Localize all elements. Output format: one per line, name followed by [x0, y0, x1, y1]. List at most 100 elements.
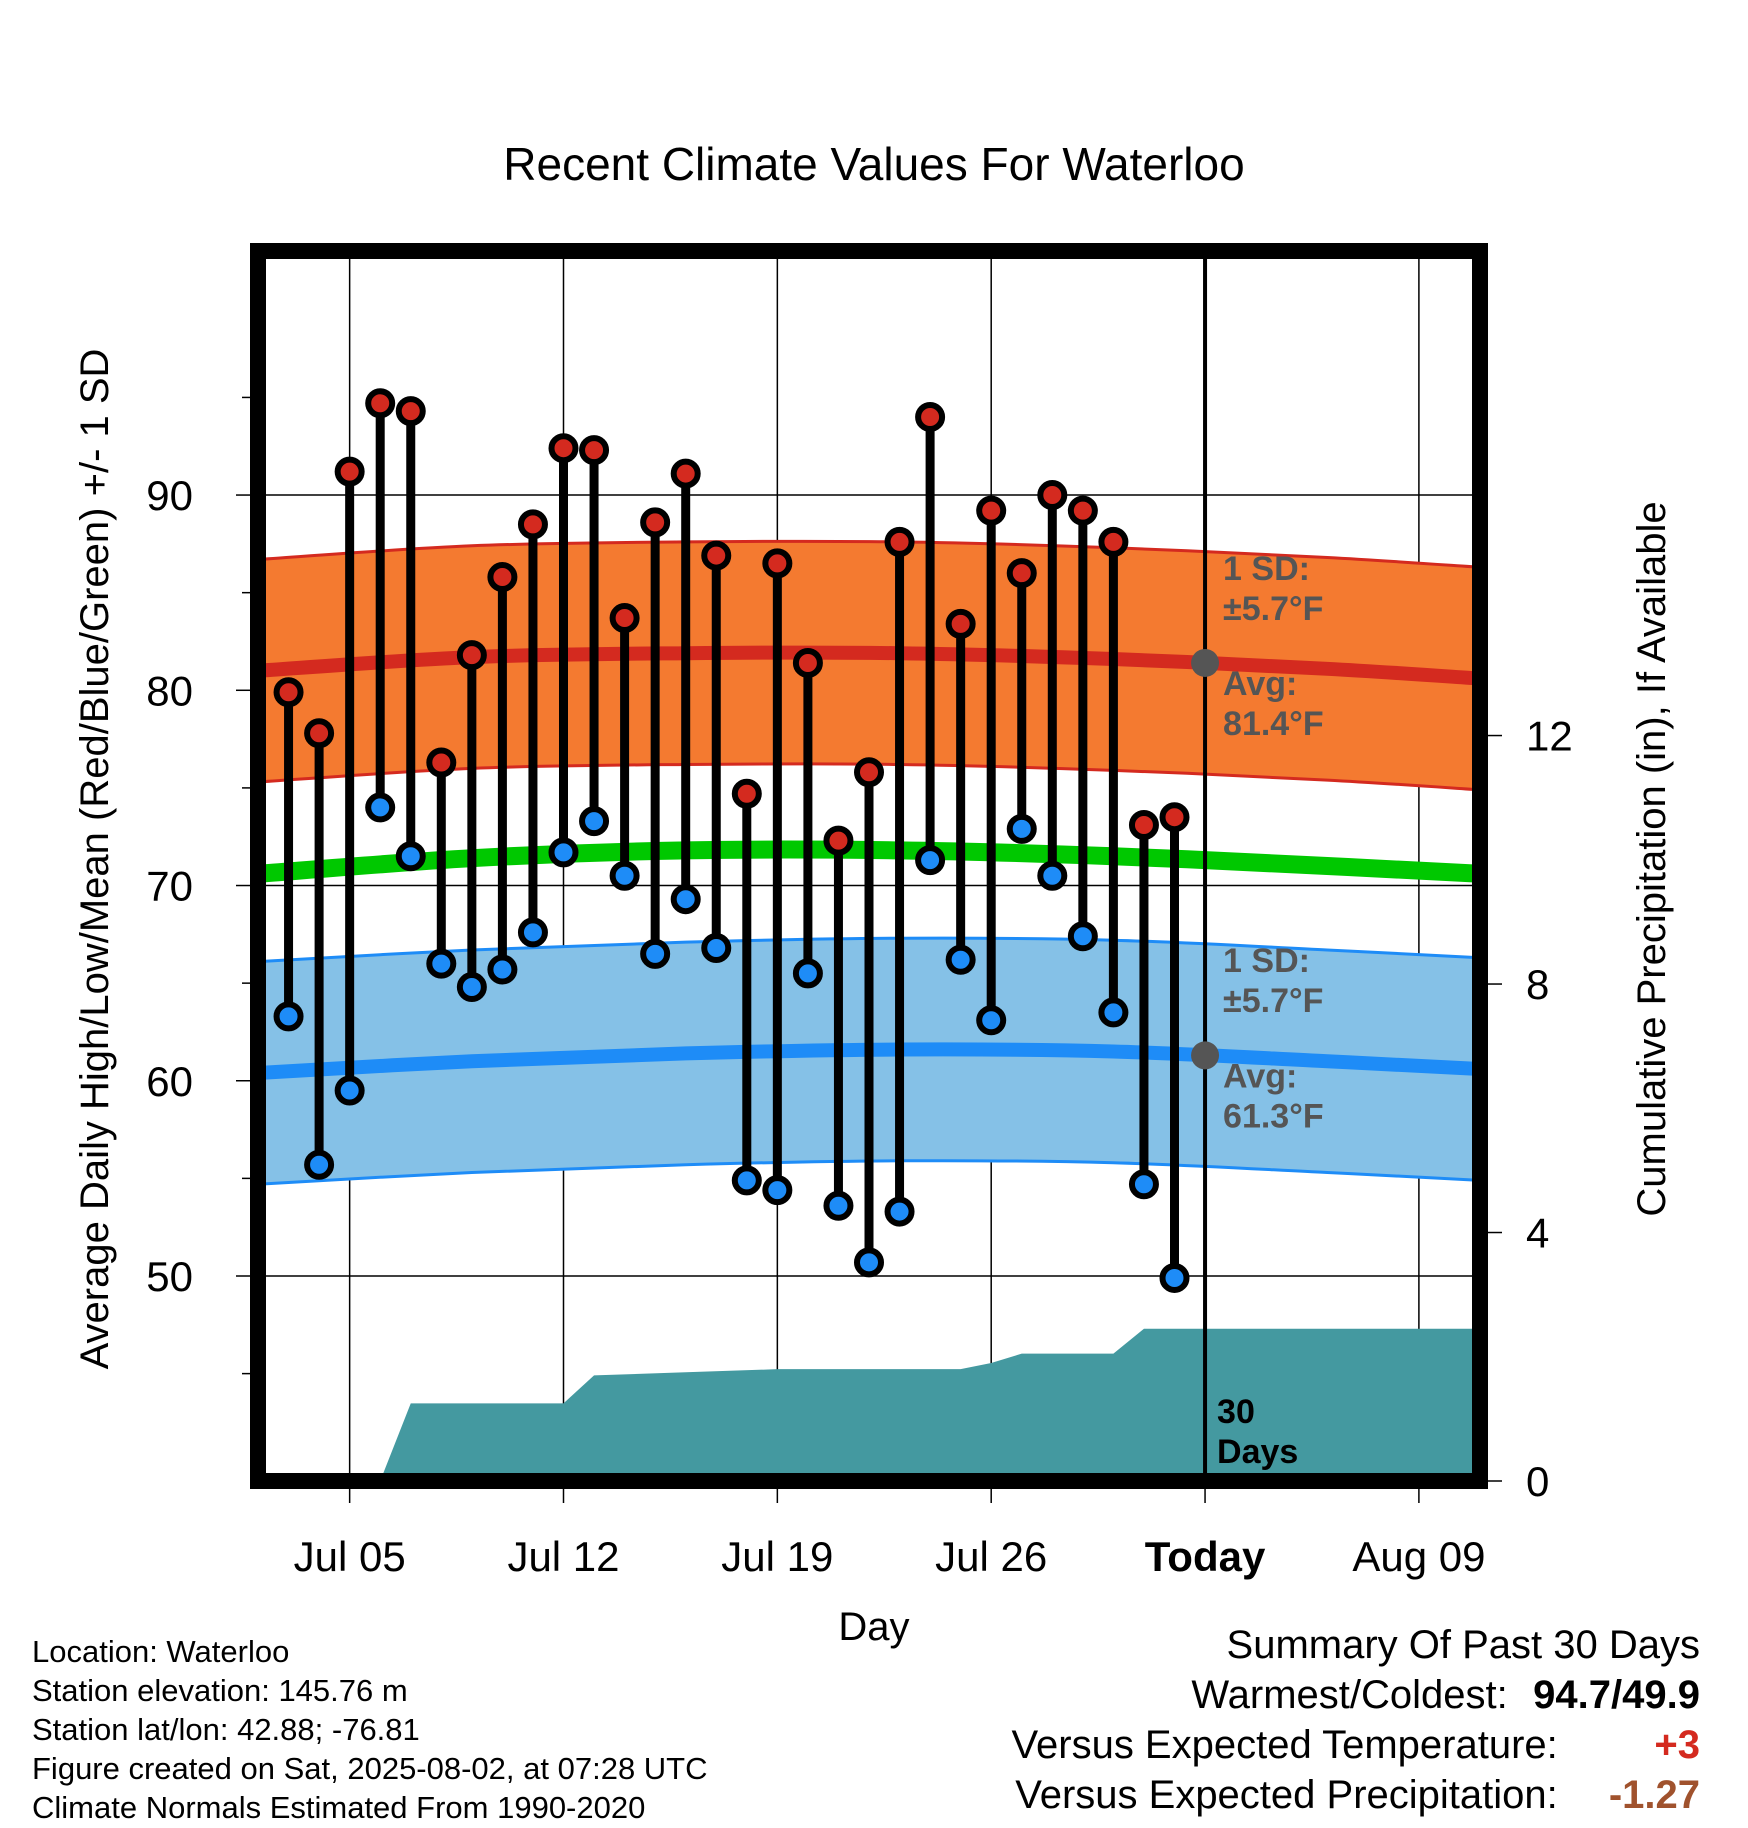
daily-high-point: [884, 526, 915, 557]
low-avg-annotation: Avg: 61.3°F: [1223, 1057, 1324, 1135]
precip-days-annotation: 30 Days: [1217, 1393, 1298, 1471]
warmest-coldest-row: Warmest/Coldest: 94.7/49.9: [1012, 1670, 1700, 1720]
daily-high-point: [395, 396, 426, 427]
daily-low-point: [915, 845, 946, 876]
high-sd-annotation: 1 SD: ±5.7°F: [1223, 550, 1323, 628]
daily-low-point: [976, 1005, 1007, 1036]
daily-low-point: [334, 1075, 365, 1106]
daily-high-point: [487, 562, 518, 593]
normals-text: Climate Normals Estimated From 1990-2020: [32, 1790, 646, 1825]
plot-frame: [250, 243, 1488, 1489]
daily-high-point: [304, 718, 335, 749]
daily-high-point: [792, 647, 823, 678]
daily-high-point: [579, 435, 610, 466]
precip-vs-expected-row: Versus Expected Precipitation: -1.27: [1012, 1770, 1700, 1820]
y-tick-label: 90: [146, 472, 193, 519]
daily-high-point: [1006, 558, 1037, 589]
daily-low-point: [1098, 997, 1129, 1028]
today-high-normal-marker: [1191, 648, 1220, 677]
daily-low-point: [945, 944, 976, 975]
x-tick-label: Jul 12: [507, 1533, 619, 1580]
daily-high-point: [915, 401, 946, 432]
daily-low-point: [487, 954, 518, 985]
daily-high-point: [456, 640, 487, 671]
daily-high-point: [273, 677, 304, 708]
daily-low-point: [731, 1165, 762, 1196]
daily-low-point: [365, 792, 396, 823]
daily-high-point: [976, 495, 1007, 526]
y-axis-label: Average Daily High/Low/Mean (Red/Blue/Gr…: [73, 349, 117, 1370]
daily-low-point: [609, 860, 640, 891]
y2-tick-label: 12: [1526, 713, 1573, 760]
daily-low-point: [395, 841, 426, 872]
daily-high-point: [1098, 526, 1129, 557]
y2-axis-label: Cumulative Precipitation (in), If Availa…: [1630, 501, 1674, 1216]
daily-high-point: [1067, 495, 1098, 526]
daily-low-point: [792, 958, 823, 989]
daily-high-point: [701, 540, 732, 571]
daily-low-point: [517, 917, 548, 948]
plot-area: 1 SD: ±5.7°F Avg: 81.4°F 1 SD: ±5.7°F Avg: 61.3…: [146, 243, 1573, 1580]
daily-low-point: [456, 972, 487, 1003]
precip-vs-expected-value: -1.27: [1608, 1773, 1700, 1817]
daily-high-point: [334, 456, 365, 487]
daily-high-point: [854, 757, 884, 788]
daily-low-point: [701, 933, 732, 963]
x-tick-label: Jul 26: [935, 1533, 1047, 1580]
plot-clipped-group: [258, 251, 1480, 1481]
elevation-text: Station elevation: 145.76 m: [32, 1673, 408, 1708]
x-tick-label: Today: [1145, 1533, 1266, 1580]
daily-high-point: [823, 825, 854, 856]
y-tick-label: 60: [146, 1058, 193, 1105]
temp-vs-expected-value: +3: [1654, 1723, 1700, 1767]
created-text: Figure created on Sat, 2025-08-02, at 07…: [32, 1751, 708, 1786]
daily-low-point: [762, 1175, 793, 1206]
warmest-coldest-value: 94.7/49.9: [1533, 1673, 1700, 1717]
daily-high-point: [609, 603, 640, 634]
daily-low-point: [1067, 921, 1098, 952]
daily-low-point: [1037, 860, 1068, 891]
daily-low-point: [579, 806, 610, 837]
daily-low-point: [670, 884, 701, 915]
daily-low-point: [823, 1190, 854, 1221]
daily-high-point: [1037, 480, 1068, 511]
daily-low-point: [1006, 813, 1037, 844]
x-tick-label: Jul 05: [294, 1533, 406, 1580]
daily-high-point: [1128, 810, 1159, 840]
daily-low-point: [548, 837, 579, 868]
daily-low-point: [1159, 1262, 1190, 1293]
daily-low-point: [640, 938, 671, 969]
daily-high-point: [670, 458, 701, 489]
daily-high-point: [640, 507, 671, 538]
daily-high-point: [762, 548, 793, 579]
daily-high-point: [517, 509, 548, 540]
daily-low-point: [1128, 1169, 1159, 1200]
daily-low-point: [426, 948, 457, 979]
y-tick-label: 70: [146, 863, 193, 910]
x-axis-label: Day: [838, 1605, 909, 1649]
daily-high-point: [731, 778, 762, 809]
y2-tick-label: 4: [1526, 1210, 1549, 1257]
daily-high-point: [548, 433, 579, 464]
location-text: Location: Waterloo: [32, 1634, 290, 1669]
high-avg-annotation: Avg: 81.4°F: [1223, 665, 1324, 743]
daily-high-point: [1159, 802, 1190, 833]
daily-high-point: [426, 747, 457, 778]
latlon-text: Station lat/lon: 42.88; -76.81: [32, 1712, 420, 1747]
daily-high-point: [365, 388, 396, 419]
precip-vs-expected-label: Versus Expected Precipitation:: [1015, 1773, 1558, 1817]
low-sd-annotation: 1 SD: ±5.7°F: [1223, 942, 1323, 1020]
x-tick-label: Aug 09: [1352, 1533, 1485, 1580]
summary-heading: Summary Of Past 30 Days: [1226, 1623, 1700, 1667]
chart-title: Recent Climate Values For Waterloo: [503, 138, 1244, 190]
station-info: Location: Waterloo Station elevation: 14…: [32, 1632, 708, 1827]
daily-low-point: [884, 1196, 915, 1227]
y2-tick-label: 8: [1526, 961, 1549, 1008]
summary-panel: Summary Of Past 30 Days Warmest/Coldest:…: [1012, 1620, 1700, 1820]
warmest-coldest-label: Warmest/Coldest:: [1191, 1673, 1508, 1717]
y-tick-label: 80: [146, 667, 193, 714]
y2-tick-label: 0: [1526, 1458, 1549, 1505]
daily-low-point: [854, 1247, 884, 1278]
y-tick-label: 50: [146, 1253, 193, 1300]
